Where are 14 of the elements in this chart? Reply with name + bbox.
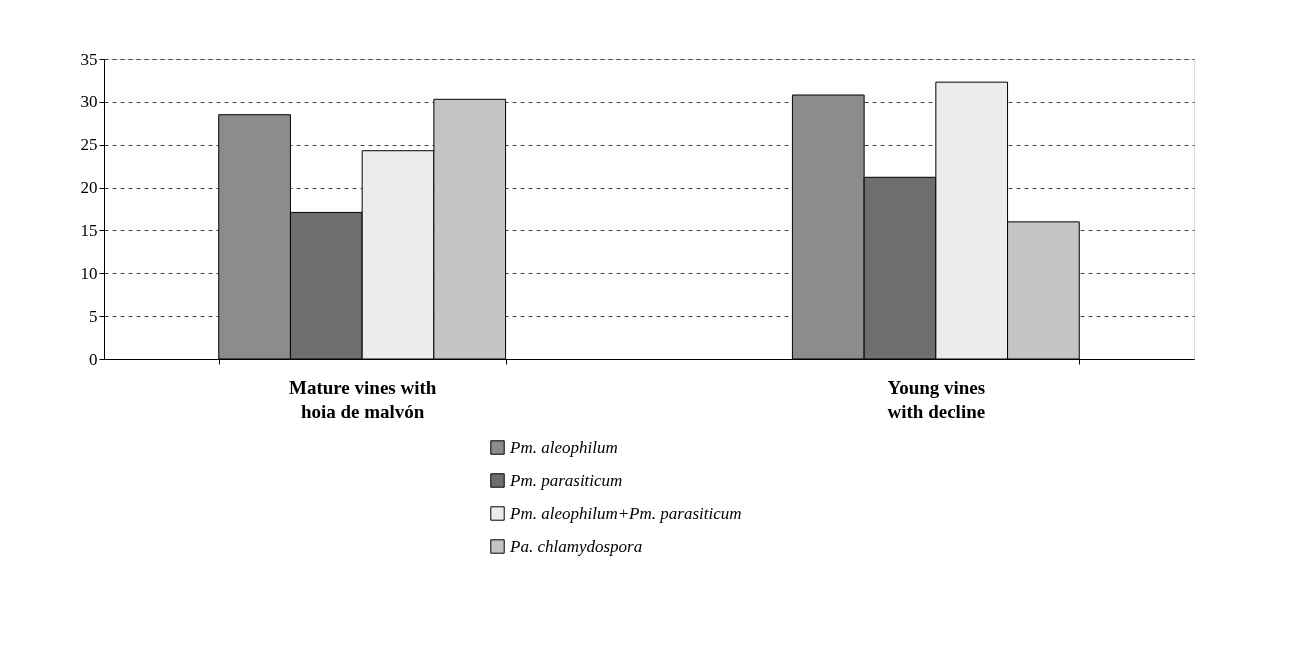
y-tick-label: 5 [89,306,98,326]
y-tick-label: 0 [89,349,98,369]
y-tick-label: 20 [80,178,98,198]
y-tick-label: 15 [80,220,98,240]
x-tick-label: Young vines with decline [887,376,986,422]
legend-label: Pa. chlamydospora [509,536,643,556]
y-tick-label: 30 [80,92,98,112]
y-tick-label: 35 [80,49,98,69]
legend-label: Pm. aleophilum+Pm. parasiticum [509,503,742,523]
y-tick-label: 25 [80,135,98,155]
legend-label: Pm. aleophilum [509,437,618,457]
y-tick-label: 10 [80,263,98,283]
x-tick-label: Mature vines with hoia de malvón [288,376,437,422]
legend-label: Pm. parasiticum [509,470,623,490]
